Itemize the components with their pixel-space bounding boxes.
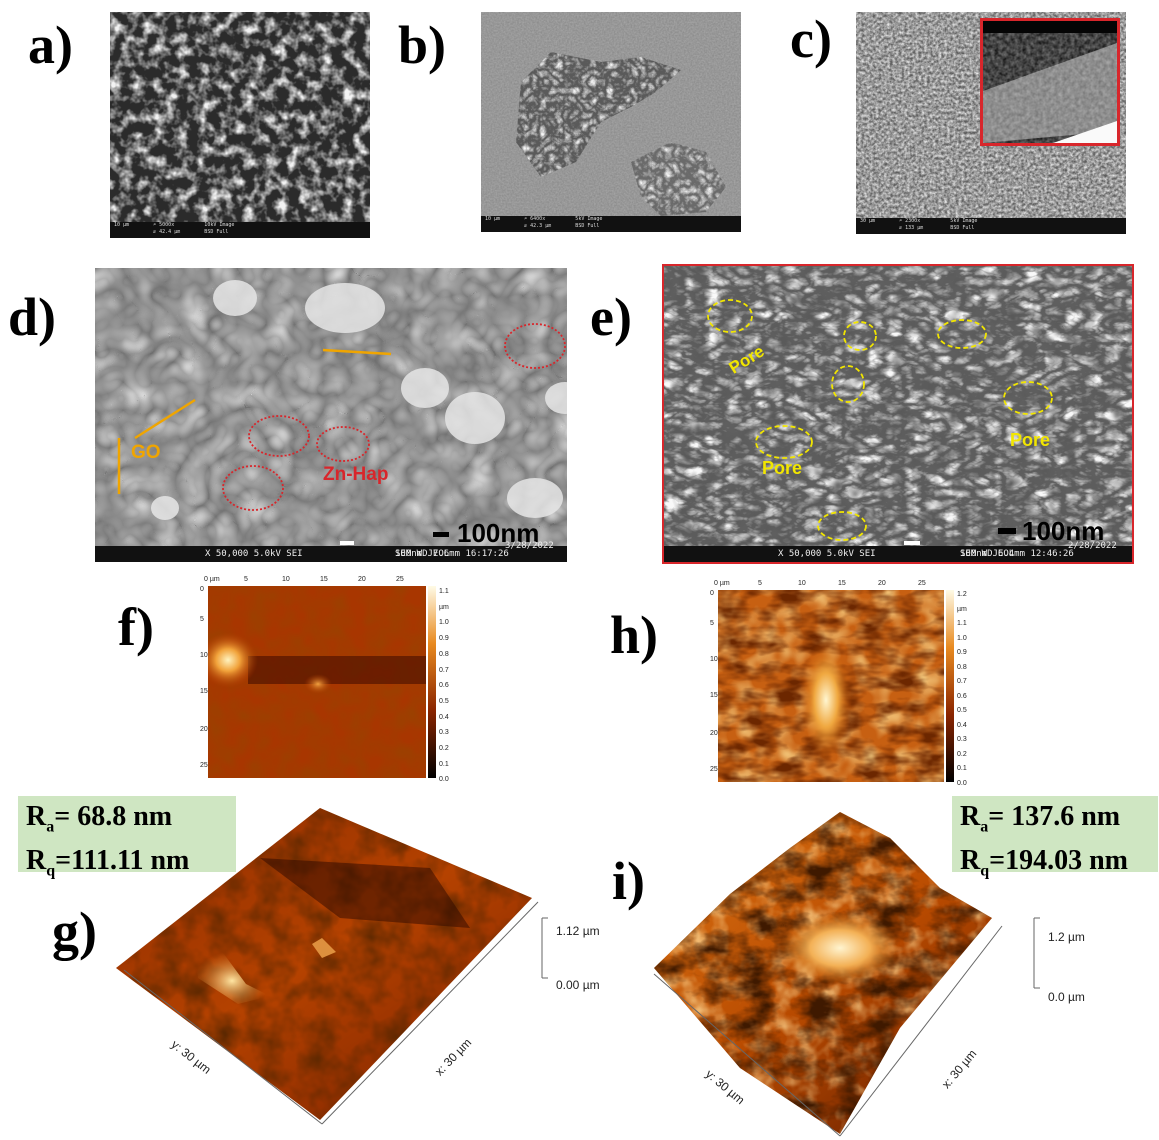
scale-label-d: 100nm (457, 518, 540, 548)
afm-f-map (208, 586, 426, 778)
panel-label-c: c) (790, 9, 832, 69)
sem-texture-e (664, 266, 1132, 546)
sem-texture-a (110, 12, 370, 222)
sem-image-d: GO Zn-Hap 100nm X 50,000 5.0kV SEI 100nm… (95, 268, 567, 562)
pore-label-2: Pore (762, 458, 803, 478)
sem-image-a: 10 µm ⌕ 5000x 10kV Image ⇵ 42.4 µm BSD F… (110, 12, 370, 238)
panel-label-b: b) (398, 15, 447, 75)
sem-texture-d (95, 268, 567, 546)
sem-databar-b: 10 µm ⌕ 6400x 5kV Image ⇵ 42.3 µm BSD Fu… (481, 216, 741, 232)
panel-label-a: a) (28, 15, 73, 75)
roughness-box-i: Ra= 137.6 nm Rq=194.03 nm (952, 796, 1158, 879)
z-top-g: 1.12 µm (556, 924, 600, 938)
sem-databar-e: X 50,000 5.0kV SEI 100nm JEOL 2/28/2022 … (664, 541, 1132, 562)
sem-databar-d: X 50,000 5.0kV SEI 100nm JEOL 3/28/2022 … (95, 541, 567, 562)
afm-h-map (718, 590, 944, 782)
pore-label-3: Pore (1010, 430, 1051, 450)
sem-inset-c (980, 18, 1120, 146)
panel-label-i: i) (612, 851, 645, 911)
roughness-rq-i: Rq=194.03 nm (960, 844, 1128, 880)
scale-label-e: 100nm (1022, 516, 1105, 546)
afm-h-colorbar (946, 590, 954, 782)
afm-3d-g (116, 808, 548, 1125)
roughness-rq-g: Rq=111.11 nm (26, 844, 190, 880)
sem-databar-c: 30 µm ⌕ 2300x 5kV Image ⇵ 133 µm BSD Ful… (856, 218, 1126, 234)
roughness-ra-g: Ra= 68.8 nm (26, 801, 173, 836)
sem-annotations-e (707, 299, 1053, 541)
z-top-i: 1.2 µm (1048, 930, 1085, 944)
z-bottom-g: 0.00 µm (556, 978, 600, 992)
afm-2d-f: 0 µm 5 10 15 20 25 0 5 10 15 20 25 1.1 µ… (196, 574, 456, 784)
afm-f-colorbar (428, 586, 436, 778)
znhap-label: Zn-Hap (323, 464, 389, 485)
sem-image-c: 30 µm ⌕ 2300x 5kV Image ⇵ 133 µm BSD Ful… (856, 12, 1126, 234)
sem-databar-a: 10 µm ⌕ 5000x 10kV Image ⇵ 42.4 µm BSD F… (110, 222, 370, 238)
panel-label-g: g) (52, 901, 97, 961)
afm-3d-i (653, 812, 1040, 1137)
panel-label-h: h) (610, 605, 659, 665)
afm-h-cbticks: 1.2 µm 1.1 1.0 0.9 0.8 0.7 0.6 0.5 0.4 0.3 0.2 0.1 0… (957, 591, 967, 787)
go-label: GO (131, 442, 161, 463)
roughness-ra-i: Ra= 137.6 nm (960, 801, 1121, 836)
roughness-box-g: Ra= 68.8 nm Rq=111.11 nm (18, 796, 236, 879)
sem-image-b: 10 µm ⌕ 6400x 5kV Image ⇵ 42.3 µm BSD Fu… (481, 12, 741, 232)
panel-label-d: d) (8, 287, 57, 347)
sem-annotations-d (117, 323, 566, 537)
afm-2d-h: 0 µm 5 10 15 20 25 0 5 10 15 20 25 1.2 µ… (706, 578, 976, 787)
sem-texture-b (481, 12, 741, 216)
afm-f-cbticks: 1.1 µm 1.0 0.9 0.8 0.7 0.6 0.5 0.4 0.3 0.2 0.1 0.0 (439, 588, 449, 784)
panel-label-e: e) (590, 287, 632, 347)
panel-label-f: f) (118, 597, 154, 657)
sem-image-e: Pore Pore Pore 100nm X 50,000 5.0kV SEI … (662, 264, 1134, 564)
z-bottom-i: 0.0 µm (1048, 990, 1085, 1004)
